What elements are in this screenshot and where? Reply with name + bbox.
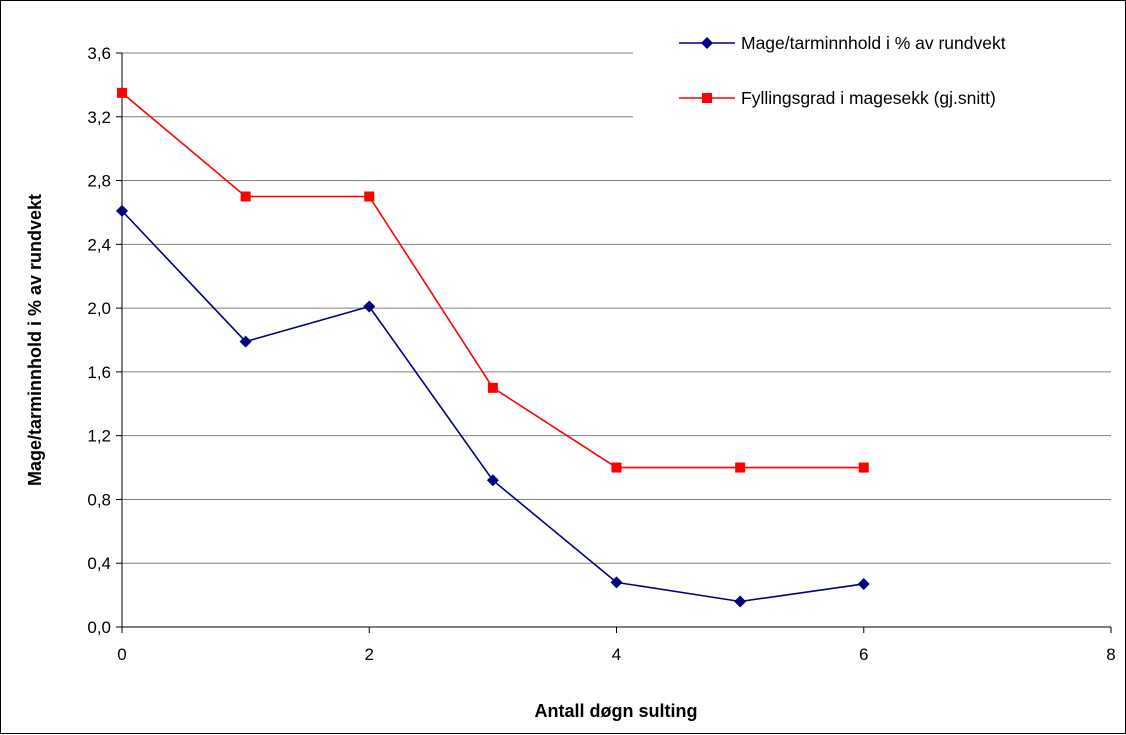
legend-label-red: Fyllingsgrad i magesekk (gj.snitt) [741, 88, 996, 108]
legend-label-navy: Mage/tarminnhold i % av rundvekt [741, 33, 1006, 53]
series-line-0 [121, 210, 864, 603]
x-tick-label: 4 [612, 645, 621, 664]
data-point-diamond [363, 300, 376, 313]
y-tick-label: 3,2 [87, 108, 111, 127]
data-point-square [487, 382, 498, 393]
data-point-diamond [239, 335, 252, 348]
data-point-diamond [486, 474, 499, 487]
x-tick-label: 0 [117, 645, 126, 664]
tick-labels: 0,0 0,4 0,8 1,2 1,6 2,0 2,4 2,8 3,2 3,6 0 2 4 6 8 [87, 44, 1115, 664]
y-tick-label: 1,6 [87, 363, 111, 382]
y-tick-label: 0,0 [87, 618, 111, 637]
data-point-diamond [857, 577, 870, 590]
x-tick-label: 8 [1106, 645, 1115, 664]
legend-entry-navy: Mage/tarminnhold i % av rundvekt [679, 33, 1006, 53]
data-point-square [364, 191, 375, 202]
data-point-square [240, 191, 251, 202]
y-tick-label: 2,0 [87, 299, 111, 318]
series-layer [116, 87, 870, 608]
data-point-diamond [116, 204, 128, 217]
x-tick-label: 2 [365, 645, 374, 664]
axes [116, 52, 1112, 633]
data-point-square [117, 87, 127, 98]
y-tick-label: 1,2 [87, 427, 111, 446]
data-point-square [858, 462, 869, 473]
y-tick-label: 0,4 [87, 554, 111, 573]
y-tick-label: 0,8 [87, 490, 111, 509]
data-point-square [611, 462, 622, 473]
legend-box [633, 7, 1123, 123]
x-tick-label: 6 [859, 645, 868, 664]
data-point-diamond [734, 595, 747, 608]
series-line-1 [121, 92, 864, 469]
legend-entry-red: Fyllingsgrad i magesekk (gj.snitt) [679, 88, 996, 108]
legend-diamond-marker [701, 37, 713, 49]
y-axis-title: Mage/tarminnhold i % av rundvekt [25, 194, 45, 486]
legend-square-marker [702, 93, 712, 103]
legend: Mage/tarminnhold i % av rundvekt Fylling… [633, 7, 1123, 123]
gridlines [122, 52, 1111, 564]
x-axis-title: Antall døgn sulting [535, 701, 698, 721]
data-point-square [735, 462, 746, 473]
data-point-diamond [610, 576, 623, 589]
y-tick-label: 3,6 [87, 44, 111, 63]
y-tick-label: 2,8 [87, 172, 111, 191]
y-tick-label: 2,4 [87, 235, 111, 254]
